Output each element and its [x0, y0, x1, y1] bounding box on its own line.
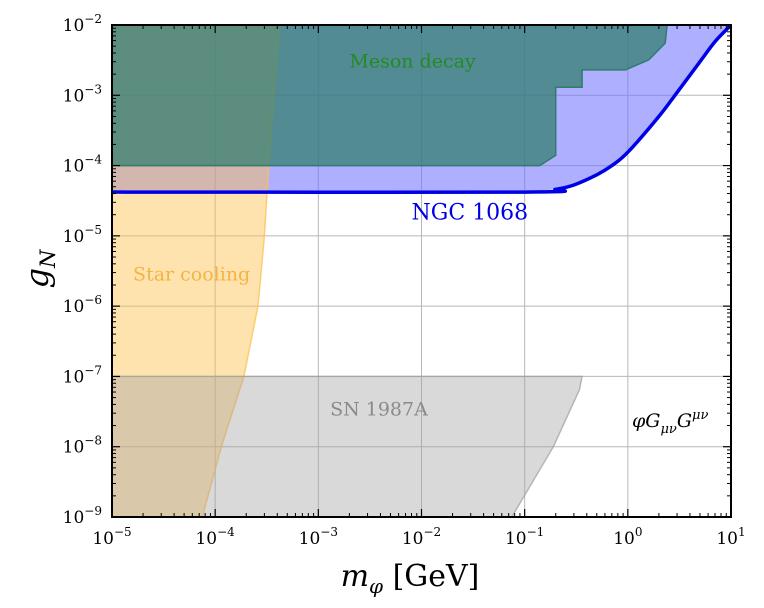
y-ticks: 10−9 10−8 10−7 10−6 10−5 10−4 10−3 10−2: [63, 12, 731, 528]
y-tick-label: 10−6: [63, 293, 102, 317]
series-lines: [111, 23, 733, 195]
operator-annotation: φGμνGμν: [632, 408, 708, 437]
x-tick-label: 10−4: [195, 525, 235, 549]
y-tick-label: 10−2: [63, 12, 102, 36]
x-tick-label: 100: [613, 525, 642, 549]
y-tick-label: 10−7: [63, 363, 102, 387]
y-tick-label: 10−3: [63, 82, 102, 106]
label-ngc-1068: NGC 1068: [412, 201, 529, 226]
y-axis-label: gN: [18, 249, 60, 288]
series-line-ngc-1068: [111, 23, 733, 195]
region-labels: Star cooling SN 1987A Meson decay NGC 1068: [133, 50, 528, 420]
x-tick-label: 10−5: [92, 525, 131, 549]
y-tick-label: 10−4: [63, 153, 103, 177]
x-tick-label: 10−2: [402, 525, 441, 549]
label-sn-1987a: SN 1987A: [330, 398, 428, 420]
label-meson-decay: Meson decay: [349, 50, 476, 72]
x-tick-label: 10−1: [505, 525, 544, 549]
x-ticks: 10−5 10−4 10−3 10−2 10−1 100 101: [92, 25, 746, 549]
y-tick-label: 10−5: [63, 223, 102, 247]
x-tick-label: 10−3: [299, 525, 338, 549]
x-tick-label: 101: [716, 525, 745, 549]
exclusion-regions: [111, 24, 668, 518]
label-star-cooling: Star cooling: [133, 264, 250, 286]
y-tick-label: 10−9: [63, 504, 102, 528]
x-axis-label: mφ [GeV]: [341, 559, 480, 598]
y-tick-label: 10−8: [63, 434, 102, 458]
